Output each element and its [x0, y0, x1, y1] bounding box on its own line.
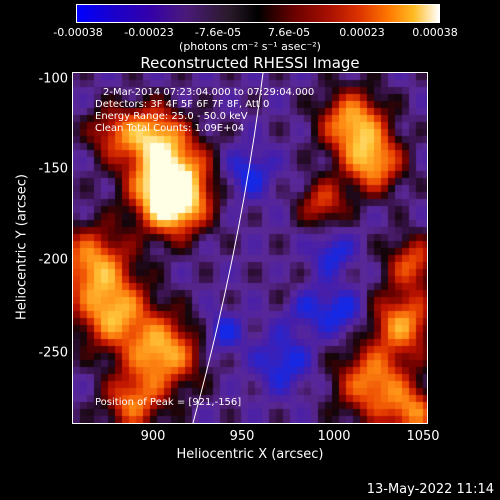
y-tick-label: -150 — [38, 161, 68, 177]
x-tick-label: 900 — [140, 429, 166, 444]
colorbar-tick: -0.00038 — [53, 26, 103, 39]
colorbar-tick: 7.6e-05 — [267, 26, 311, 39]
timestamp: 13-May-2022 11:14 — [366, 482, 494, 497]
x-tick-label: 950 — [229, 429, 255, 444]
annotation-time: 2-Mar-2014 07:23:04.000 to 07:29:04.000 — [103, 87, 315, 98]
annotation-detectors: Detectors: 3F 4F 5F 6F 7F 8F, Att 0 — [95, 99, 270, 110]
colorbar-tick: -7.6e-05 — [194, 26, 242, 39]
colorbar-tick: -0.00023 — [124, 26, 174, 39]
plot-title: Reconstructed RHESSI Image — [140, 54, 360, 72]
colorbar-tick: 0.00023 — [339, 26, 385, 39]
y-tick-label: -200 — [38, 252, 68, 268]
peak-position-label: Position of Peak = [921,-156] — [95, 397, 242, 408]
colorbar-units: (photons cm⁻² s⁻¹ asec⁻²) — [179, 40, 321, 53]
colorbar — [76, 4, 440, 23]
x-tick-label: 1050 — [406, 429, 440, 444]
limb-curve — [192, 73, 264, 423]
y-tick-label: -250 — [38, 345, 68, 361]
x-tick-label: 1000 — [317, 429, 351, 444]
x-axis-label: Heliocentric X (arcsec) — [176, 447, 324, 462]
heatmap-plot[interactable]: 2-Mar-2014 07:23:04.000 to 07:29:04.000 … — [72, 72, 428, 424]
annotation-clean: Clean Total Counts: 1.09E+04 — [95, 123, 245, 134]
colorbar-tick: 0.00038 — [412, 26, 458, 39]
y-axis-label: Heliocentric Y (arcsec) — [14, 174, 30, 320]
heatmap-image — [73, 73, 427, 423]
y-tick-label: -100 — [38, 71, 68, 87]
annotation-energy: Energy Range: 25.0 - 50.0 keV — [95, 111, 248, 122]
